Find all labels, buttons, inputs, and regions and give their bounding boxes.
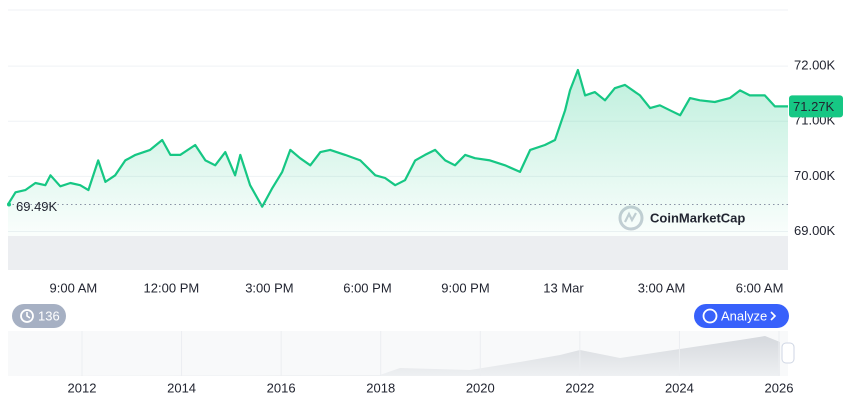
y-tick-label: 70.00K: [794, 168, 836, 183]
navigator-sparkline: [8, 336, 780, 376]
area-fill: [8, 70, 788, 236]
navigator-year: 2020: [466, 380, 495, 395]
y-tick-label: 69.00K: [794, 223, 836, 238]
history-count: 136: [38, 308, 60, 323]
x-tick-label: 3:00 PM: [245, 280, 293, 295]
x-tick-label: 9:00 AM: [50, 280, 98, 295]
x-tick-label: 9:00 PM: [441, 280, 489, 295]
history-button[interactable]: 136: [12, 304, 66, 328]
x-tick-label: 3:00 AM: [638, 280, 686, 295]
navigator-handle[interactable]: [781, 342, 795, 364]
y-tick-label: 72.00K: [794, 58, 836, 73]
navigator-year: 2014: [167, 380, 196, 395]
navigator-year: 2016: [267, 380, 296, 395]
current-price-label: 71.27K: [793, 99, 835, 114]
x-tick-label: 13 Mar: [543, 280, 584, 295]
analyze-button[interactable]: Analyze: [694, 304, 789, 328]
watermark: CoinMarketCap: [650, 210, 745, 225]
current-price-badge: [789, 95, 843, 118]
x-tick-label: 12:00 PM: [144, 280, 200, 295]
open-price-label: 69.49K: [16, 199, 58, 214]
navigator-year: 2018: [366, 380, 395, 395]
x-tick-label: 6:00 PM: [343, 280, 391, 295]
volume-area: [8, 236, 788, 270]
x-tick-label: 6:00 AM: [736, 280, 784, 295]
price-line: [7, 68, 788, 208]
navigator-year: 2024: [665, 380, 694, 395]
navigator-year: 2022: [565, 380, 594, 395]
navigator-year: 2026: [765, 380, 794, 395]
analyze-label: Analyze: [721, 308, 767, 323]
open-price-dot: [7, 202, 11, 207]
navigator-year: 2012: [68, 380, 97, 395]
